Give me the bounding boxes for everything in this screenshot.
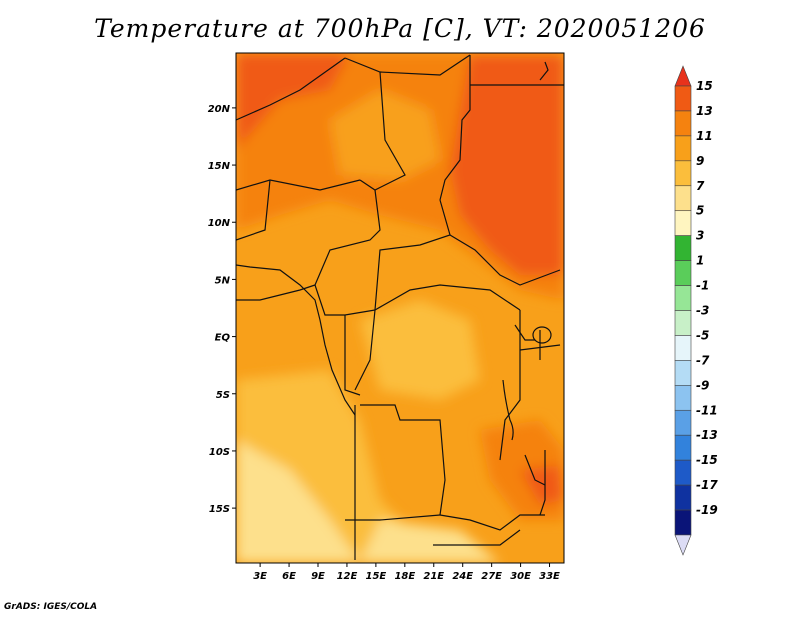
colorbar-label: -9: [696, 378, 709, 392]
lon-tick-label: 30E: [510, 571, 531, 582]
lon-tick-label: 27E: [481, 571, 502, 582]
colorbar-swatch: [674, 85, 692, 112]
lat-tick-label: 15N: [208, 161, 231, 172]
country-borders: [236, 54, 564, 560]
colorbar: 15 13 11 9 7 5 3 1 -1 -3 -5 -7 -9 -11 -13 -15 -17 -19: [674, 65, 718, 556]
colorbar-swatch: [674, 509, 692, 536]
colorbar-swatch: [674, 210, 692, 236]
colorbar-label: 5: [696, 204, 704, 218]
lon-tick-label: 9E: [311, 571, 325, 582]
colorbar-label: 13: [696, 104, 713, 118]
colorbar-label: -7: [696, 353, 710, 367]
colorbar-swatch: [674, 385, 692, 411]
colorbar-swatch: [674, 310, 692, 336]
colorbar-label: -1: [696, 279, 709, 293]
lat-tick-label: 10N: [208, 218, 231, 229]
colorbar-swatch: [674, 110, 692, 137]
colorbar-label: -17: [696, 478, 718, 492]
map-frame: [235, 52, 565, 564]
map-title: Temperature at 700hPa [C], VT: 202005120…: [94, 14, 706, 43]
credit-text: GrADS: IGES/COLA: [4, 602, 98, 612]
lat-tick-label: 15S: [209, 504, 230, 515]
colorbar-label: -5: [696, 328, 709, 342]
colorbar-swatch: [674, 185, 692, 212]
lon-tick-label: 15E: [366, 571, 387, 582]
colorbar-label: 15: [696, 79, 713, 93]
colorbar-label: 11: [696, 129, 713, 143]
colorbar-label: -13: [696, 428, 718, 442]
colorbar-label: -15: [696, 453, 718, 467]
colorbar-swatch: [674, 484, 692, 511]
lon-tick-label: 33E: [539, 571, 560, 582]
lat-tick-label: 20N: [208, 104, 231, 115]
colorbar-label: 3: [696, 229, 704, 243]
colorbar-swatch: [674, 135, 692, 162]
lat-tick-label: 5N: [215, 275, 231, 286]
colorbar-label: -19: [696, 503, 718, 517]
coastlines: [236, 61, 552, 486]
temperature-field: [236, 53, 564, 563]
colorbar-swatch: [674, 409, 692, 436]
colorbar-label: 7: [696, 179, 705, 193]
colorbar-swatch: [674, 459, 692, 486]
longitude-axis: 3E 6E 9E 12E 15E 18E 21E 24E 27E 30E 33E: [253, 563, 560, 582]
lon-tick-label: 24E: [452, 571, 473, 582]
colorbar-top-triangle: [674, 65, 692, 87]
colorbar-swatch: [674, 160, 692, 187]
lon-tick-label: 18E: [394, 571, 415, 582]
colorbar-swatch: [674, 235, 692, 261]
colorbar-label: 1: [696, 254, 704, 268]
colorbar-label: -3: [696, 304, 709, 318]
lon-tick-label: 6E: [282, 571, 296, 582]
lon-tick-label: 21E: [423, 571, 444, 582]
lon-tick-label: 12E: [337, 571, 358, 582]
colorbar-label: -11: [696, 403, 718, 417]
lat-tick-label: EQ: [215, 333, 231, 344]
lat-tick-label: 5S: [216, 390, 230, 401]
colorbar-swatch: [674, 335, 692, 361]
colorbar-label: 9: [696, 154, 704, 168]
lat-tick-label: 10S: [209, 447, 230, 458]
colorbar-swatch: [674, 285, 692, 311]
colorbar-swatch: [674, 260, 692, 286]
colorbar-bottom-triangle: [674, 534, 692, 556]
latitude-axis: 20N 15N 10N 5N EQ 5S 10S 15S: [208, 104, 236, 515]
colorbar-swatch: [674, 360, 692, 386]
lon-tick-label: 3E: [253, 571, 267, 582]
colorbar-swatch: [674, 434, 692, 461]
